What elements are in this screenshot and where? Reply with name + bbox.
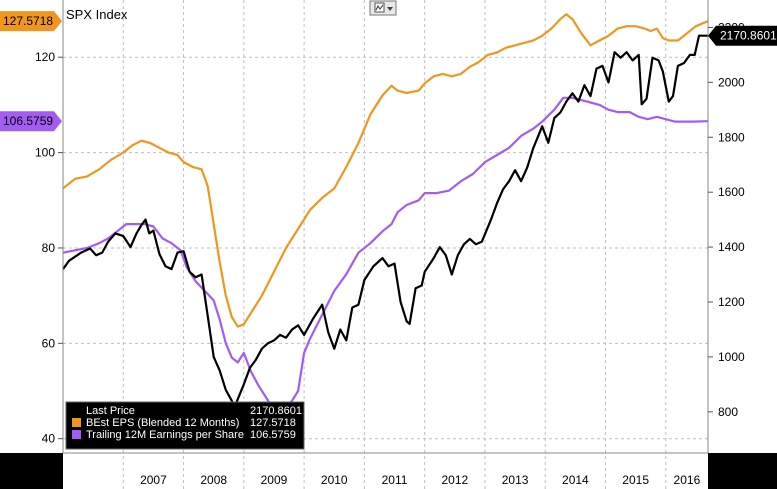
- left-tick-label: 60: [42, 336, 56, 350]
- x-tick-label: 2016: [674, 473, 701, 487]
- x-tick-label: 2008: [200, 473, 227, 487]
- right-tick-label: 1200: [718, 295, 745, 309]
- legend-label: Last Price: [86, 405, 135, 417]
- x-tick-label: 2010: [321, 473, 348, 487]
- legend-value: 106.5759: [250, 429, 296, 441]
- right-tick-label: 1600: [718, 185, 745, 199]
- right-tick-label: 2000: [718, 75, 745, 89]
- series-line-0: [62, 34, 708, 408]
- chart-title: SPX Index: [66, 7, 128, 22]
- value-box-label: 106.5759: [3, 114, 53, 128]
- series-line-1: [62, 13, 709, 328]
- legend: Last Price 2170.8601 BEst EPS (Blended 12 …: [65, 401, 305, 450]
- legend-label: BEst EPS (Blended 12 Months): [86, 417, 239, 429]
- left-axis-panel: [0, 0, 63, 453]
- legend-swatch: [72, 418, 81, 427]
- legend-swatch: [72, 406, 81, 415]
- x-tick-label: 2014: [562, 473, 589, 487]
- series-line-2: [62, 96, 709, 419]
- bottom-axis-panel: [63, 453, 708, 489]
- left-ticks: 40 60 80 100 120: [35, 50, 63, 446]
- legend-value: 2170.8601: [250, 405, 302, 417]
- series-layer: [62, 13, 709, 419]
- value-box-last-price: 2170.8601: [708, 25, 777, 46]
- right-tick-label: 800: [718, 405, 738, 419]
- x-tick-label: 2012: [441, 473, 468, 487]
- right-tick-label: 1400: [718, 240, 745, 254]
- right-axis-panel: [708, 0, 777, 453]
- value-box-label: 127.5718: [3, 14, 53, 28]
- line-chart-icon[interactable]: [369, 0, 397, 16]
- value-box-trailing-eps: 106.5759: [0, 111, 62, 132]
- x-tick-label: 2007: [140, 473, 167, 487]
- legend-value: 127.5718: [250, 417, 296, 429]
- left-tick-label: 80: [42, 241, 56, 255]
- left-tick-label: 120: [35, 50, 55, 64]
- right-tick-label: 1000: [718, 350, 745, 364]
- left-tick-label: 100: [35, 146, 55, 160]
- right-tick-label: 1800: [718, 130, 745, 144]
- x-ticks: 2007 2008 2009 2010 2011 2012 2013 2014 2015 2016: [140, 473, 701, 487]
- value-box-label: 2170.8601: [720, 29, 777, 43]
- x-tick-label: 2011: [382, 473, 408, 487]
- legend-swatch: [72, 430, 81, 439]
- x-tick-label: 2009: [261, 473, 288, 487]
- legend-box: [65, 401, 305, 450]
- plot-area: [63, 0, 708, 453]
- value-boxes: 127.5718 106.5759 2170.8601: [0, 11, 777, 132]
- value-box-best-eps: 127.5718: [0, 11, 62, 32]
- x-tick-label: 2015: [622, 473, 649, 487]
- legend-label: Trailing 12M Earnings per Share: [86, 429, 244, 441]
- left-tick-label: 40: [42, 432, 56, 446]
- x-tick-label: 2013: [502, 473, 529, 487]
